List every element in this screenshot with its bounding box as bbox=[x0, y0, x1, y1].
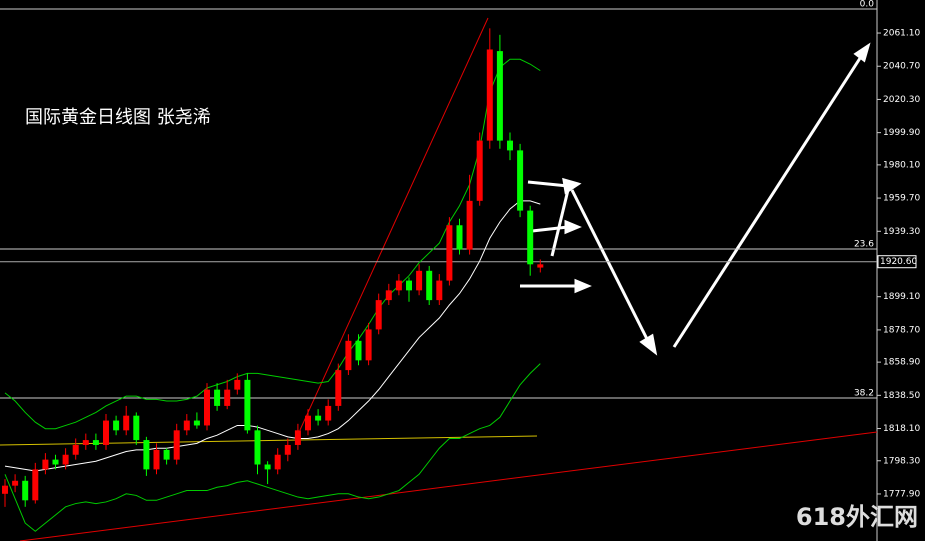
chart-title: 国际黄金日线图 张尧浠 bbox=[25, 107, 211, 128]
candle-body bbox=[163, 449, 170, 460]
candle-body bbox=[204, 389, 210, 426]
candle-body bbox=[294, 430, 301, 445]
candle-body bbox=[72, 444, 79, 455]
y-tick-label: 1858.90 bbox=[883, 358, 920, 368]
candle-body bbox=[22, 480, 29, 501]
candle-body bbox=[385, 290, 392, 301]
candle-body bbox=[2, 485, 8, 494]
candle-body bbox=[143, 440, 150, 470]
candle-body bbox=[446, 225, 453, 281]
long-ma bbox=[0, 435, 538, 446]
candle-body bbox=[123, 415, 130, 431]
fib-label: 23.6 bbox=[854, 240, 874, 250]
candle-body bbox=[153, 449, 160, 470]
y-tick-label: 1999.90 bbox=[883, 128, 920, 138]
candle-body bbox=[436, 280, 443, 301]
candle-body bbox=[92, 440, 99, 445]
candle-body bbox=[274, 454, 281, 470]
candle-body bbox=[113, 420, 120, 431]
candle-body bbox=[284, 444, 291, 455]
candle-body bbox=[193, 420, 200, 426]
candle-body bbox=[406, 280, 412, 291]
candle-body bbox=[214, 389, 221, 406]
fib-label: 0.0 bbox=[860, 0, 875, 9]
candle-body bbox=[305, 415, 311, 431]
candle-body bbox=[527, 210, 534, 265]
candle-body bbox=[234, 379, 241, 390]
candle-body bbox=[52, 459, 59, 465]
arrows bbox=[520, 42, 871, 356]
candle-body bbox=[254, 430, 261, 465]
y-tick-label: 1838.50 bbox=[883, 391, 920, 401]
candle-body bbox=[224, 389, 231, 406]
y-tick-label: 1959.70 bbox=[883, 194, 920, 204]
candle-body bbox=[12, 480, 19, 486]
candle-body bbox=[173, 430, 180, 460]
y-tick-label: 1899.10 bbox=[883, 292, 920, 302]
candle-body bbox=[476, 140, 483, 201]
indicator-line bbox=[4, 363, 541, 532]
candle-body bbox=[325, 405, 332, 421]
candle-body bbox=[82, 440, 89, 445]
trend-line bbox=[19, 431, 878, 541]
candle-body bbox=[133, 415, 140, 441]
candle-body bbox=[244, 379, 251, 431]
candle-body bbox=[426, 270, 433, 301]
candle-body bbox=[345, 340, 352, 371]
candle-body bbox=[507, 140, 513, 151]
candle-body bbox=[486, 49, 493, 141]
candle-body bbox=[375, 300, 382, 330]
y-tick-label: 1878.70 bbox=[883, 325, 920, 335]
candle-body bbox=[183, 420, 190, 431]
watermark: 618外汇网 bbox=[796, 503, 918, 531]
indicator-line bbox=[4, 200, 541, 472]
candle-body bbox=[466, 200, 473, 250]
y-tick-label: 2020.30 bbox=[883, 95, 920, 105]
candle-body bbox=[315, 415, 322, 421]
y-tick-label: 1980.10 bbox=[883, 160, 920, 170]
y-tick-label: 2040.70 bbox=[883, 62, 920, 72]
candle-body bbox=[517, 150, 524, 211]
candle-body bbox=[264, 464, 271, 470]
candle-body bbox=[103, 420, 109, 445]
channel-line bbox=[299, 17, 489, 431]
candle-body bbox=[496, 51, 503, 141]
candle-body bbox=[395, 280, 402, 291]
y-tick-label: 1777.90 bbox=[883, 489, 920, 499]
candle-body bbox=[365, 329, 372, 361]
current-price-box bbox=[877, 255, 917, 269]
y-tick-label: 2061.10 bbox=[883, 29, 920, 39]
y-tick-label: 1818.10 bbox=[883, 424, 920, 434]
candle-body bbox=[62, 454, 69, 465]
candle-body bbox=[32, 469, 39, 501]
y-tick-label: 1798.30 bbox=[883, 456, 920, 466]
candle-body bbox=[416, 270, 423, 291]
candle-body bbox=[42, 459, 49, 470]
candle-body bbox=[335, 370, 342, 406]
candle-body bbox=[456, 225, 463, 250]
candle-body bbox=[355, 340, 362, 361]
fib-label: 38.2 bbox=[854, 388, 874, 398]
indicator-line bbox=[4, 58, 541, 430]
current-price-label: 1920.60 bbox=[880, 257, 917, 267]
y-tick-label: 1939.30 bbox=[883, 227, 920, 237]
candle-body bbox=[537, 264, 544, 268]
